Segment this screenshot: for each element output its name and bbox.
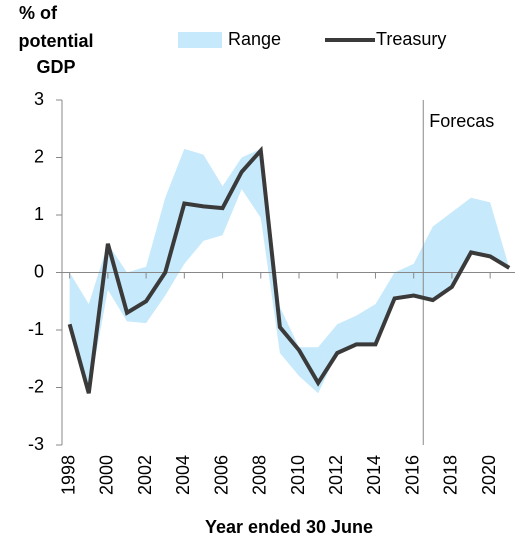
x-tick-label: 2004 <box>173 455 193 495</box>
range-band <box>69 148 510 394</box>
x-tick-label: 2018 <box>441 455 461 495</box>
x-tick-label: 2016 <box>402 455 422 495</box>
x-tick-label: 2000 <box>97 455 117 495</box>
forecast-label: Forecas <box>429 111 494 131</box>
x-tick-label: 2020 <box>479 455 499 495</box>
x-axis-label: Year ended 30 June <box>205 517 373 537</box>
x-tick-label: 2006 <box>211 455 231 495</box>
y-tick-label: -3 <box>28 434 44 454</box>
legend-label: Treasury <box>376 29 446 49</box>
y-axis-label: GDP <box>36 57 75 77</box>
treasury-line <box>67 145 511 394</box>
x-tick-label: 2008 <box>250 455 270 495</box>
y-tick-label: -2 <box>28 376 44 396</box>
legend-label: Range <box>228 29 281 49</box>
y-axis-label: % of <box>19 3 58 23</box>
y-tick-label: 2 <box>34 146 44 166</box>
x-tick-label: 2002 <box>135 455 155 495</box>
x-tick-label: 2014 <box>364 455 384 495</box>
x-tick-label: 2010 <box>288 455 308 495</box>
legend-swatch <box>178 32 222 48</box>
y-tick-label: 0 <box>34 261 44 281</box>
y-tick-label: -1 <box>28 319 44 339</box>
y-tick-label: 1 <box>34 204 44 224</box>
y-tick-label: 3 <box>34 89 44 109</box>
y-axis-label: potential <box>19 31 94 51</box>
x-tick-label: 1998 <box>58 455 78 495</box>
x-tick-label: 2012 <box>326 455 346 495</box>
